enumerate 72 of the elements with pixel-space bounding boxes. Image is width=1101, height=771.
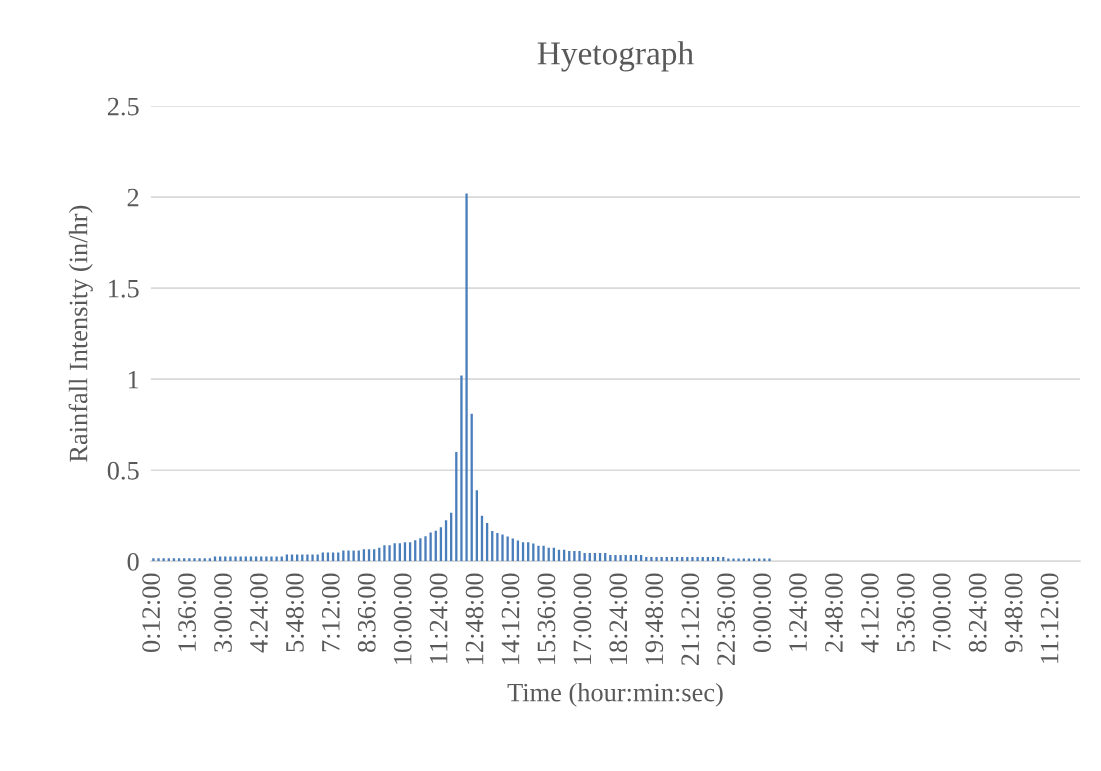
- bar: [619, 554, 622, 562]
- bar: [732, 558, 735, 562]
- bar: [306, 554, 309, 562]
- x-tick-label: 11:24:00: [429, 573, 448, 663]
- x-tick-label: 5:48:00: [285, 573, 304, 652]
- x-tick-label: 9:48:00: [1004, 573, 1023, 653]
- x-tick-label: 8:24:00: [968, 573, 987, 653]
- y-tick-label: 1.5: [109, 279, 139, 298]
- bar: [578, 550, 581, 562]
- bar: [424, 536, 427, 562]
- bar: [465, 193, 468, 562]
- bar: [542, 545, 545, 562]
- x-tick-label: 15:36:00: [537, 573, 556, 664]
- bar: [573, 550, 576, 562]
- y-tick-label: 1: [128, 370, 139, 389]
- x-tick-label: 17:00:00: [573, 573, 592, 664]
- bar: [383, 545, 386, 562]
- x-tick-label: 7:12:00: [321, 573, 340, 652]
- bar: [352, 550, 355, 562]
- x-tick-label: 21:12:00: [681, 573, 700, 666]
- x-tick-label: 0:12:00: [142, 573, 161, 653]
- x-tick-label: 14:12:00: [501, 573, 520, 664]
- bar: [275, 556, 278, 562]
- bar: [229, 556, 232, 562]
- x-tick-label: 11:12:00: [1040, 573, 1059, 663]
- y-tick-label: 0: [127, 552, 139, 571]
- x-tick-label: 4:24:00: [250, 573, 268, 653]
- x-tick-label: 18:24:00: [609, 573, 628, 664]
- bar: [501, 534, 504, 562]
- x-tick-label: 10:00:00: [393, 573, 412, 664]
- y-tick-label: 2: [127, 188, 139, 207]
- bar: [429, 532, 432, 562]
- bar: [388, 545, 391, 562]
- bar: [691, 556, 694, 562]
- bar: [270, 556, 273, 562]
- x-tick-label: 1:36:00: [178, 573, 197, 651]
- x-axis-title: Time (hour:min:sec): [507, 682, 723, 707]
- bar: [727, 558, 730, 562]
- bar: [496, 532, 499, 562]
- y-tick-label: 2.5: [107, 97, 139, 116]
- bar: [347, 550, 350, 562]
- x-tick-label: 3:00:00: [214, 573, 232, 652]
- bar: [460, 375, 463, 562]
- bar: [655, 556, 658, 562]
- x-tick-label: 7:00:00: [932, 573, 951, 652]
- bar: [152, 558, 155, 562]
- x-tick-label: 5:36:00: [896, 573, 915, 652]
- x-tick-label: 0:00:00: [753, 573, 772, 653]
- bar: [537, 545, 540, 562]
- x-tick-label: 2:48:00: [825, 573, 843, 652]
- x-tick-label: 8:36:00: [357, 573, 376, 653]
- bar: [311, 554, 314, 562]
- bar: [650, 556, 653, 562]
- bar: [193, 558, 196, 562]
- bar: [614, 554, 617, 562]
- chart-title: Hyetograph: [537, 41, 694, 72]
- x-tick-label: 19:48:00: [645, 573, 664, 664]
- bar: [696, 556, 699, 562]
- y-tick-label: 0.5: [107, 461, 139, 480]
- bar: [768, 558, 771, 562]
- x-tick-label: 22:36:00: [717, 573, 736, 666]
- bar: [342, 550, 345, 562]
- bar: [198, 558, 201, 562]
- bar: [265, 556, 268, 562]
- bar: [157, 558, 160, 562]
- bar: [234, 556, 237, 562]
- y-axis-title: Rainfall Intensity (in/hr): [68, 205, 93, 462]
- x-tick-label: 4:12:00: [860, 573, 879, 653]
- bar: [419, 538, 422, 562]
- x-tick-label: 1:24:00: [789, 573, 807, 651]
- bar: [506, 536, 509, 562]
- x-tick-label: 12:48:00: [465, 573, 484, 664]
